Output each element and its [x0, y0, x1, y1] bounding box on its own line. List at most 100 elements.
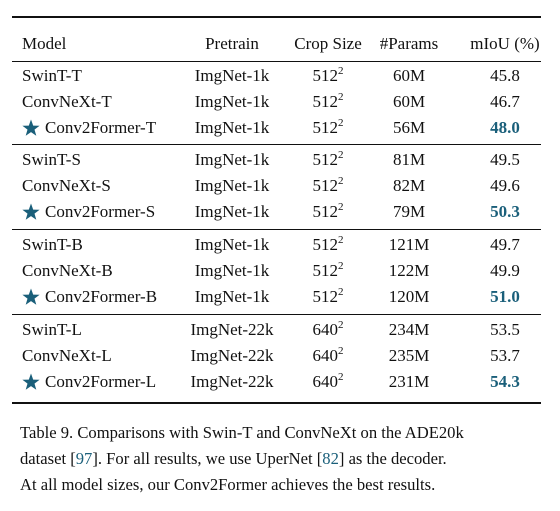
- crop-exponent: 2: [338, 234, 344, 246]
- crop-size: 6402: [313, 372, 344, 392]
- miou: 48.0: [490, 118, 520, 137]
- params: 56M: [392, 118, 426, 137]
- crop-base: 512: [312, 235, 339, 254]
- crop-base: 512: [312, 287, 339, 306]
- crop-exponent: 2: [338, 371, 344, 383]
- model-name: Conv2Former-B: [45, 287, 158, 306]
- crop-size: 5122: [313, 287, 344, 307]
- miou: 53.7: [490, 346, 520, 365]
- crop-base: 512: [312, 176, 339, 195]
- model-name: ConvNeXt-T: [22, 92, 112, 111]
- table-rule: [12, 229, 541, 230]
- pretrain: ImgNet-1k: [194, 202, 270, 221]
- caption-text: ] as the decoder.: [338, 449, 447, 468]
- params: 60M: [392, 66, 426, 85]
- model-name: SwinT-T: [22, 66, 82, 85]
- pretrain: ImgNet-1k: [194, 150, 270, 169]
- crop-exponent: 2: [338, 286, 344, 298]
- caption-text: At all model sizes, our Conv2Former achi…: [20, 475, 436, 494]
- crop-size: 6402: [313, 346, 344, 366]
- params: 82M: [392, 176, 426, 195]
- pretrain: ImgNet-1k: [194, 92, 270, 111]
- table-rule: [12, 314, 541, 315]
- column-header: Crop Size: [294, 34, 362, 53]
- crop-size: 6402: [313, 320, 344, 340]
- crop-size: 5122: [313, 202, 344, 222]
- crop-exponent: 2: [338, 260, 344, 272]
- model-name: SwinT-S: [22, 150, 81, 169]
- params: 231M: [388, 372, 430, 391]
- crop-exponent: 2: [338, 149, 344, 161]
- crop-size: 5122: [313, 235, 344, 255]
- model-name: SwinT-B: [22, 235, 83, 254]
- miou: 46.7: [490, 92, 520, 111]
- miou: 54.3: [490, 372, 520, 391]
- caption-line: dataset [97]. For all results, we use Up…: [20, 449, 447, 469]
- crop-exponent: 2: [338, 319, 344, 331]
- miou: 45.8: [490, 66, 520, 85]
- params: 122M: [388, 261, 430, 280]
- pretrain: ImgNet-1k: [194, 261, 270, 280]
- crop-size: 5122: [313, 150, 344, 170]
- column-header: #Params: [379, 34, 439, 53]
- citation: 97: [75, 449, 93, 468]
- params: 121M: [388, 235, 430, 254]
- table-rule: [12, 61, 541, 62]
- crop-size: 5122: [313, 92, 344, 112]
- miou: 49.5: [490, 150, 520, 169]
- params: 234M: [388, 320, 430, 339]
- pretrain: ImgNet-1k: [194, 118, 270, 137]
- caption-text: Table 9. Comparisons with Swin-T and Con…: [20, 423, 464, 442]
- model-name: Conv2Former-S: [45, 202, 156, 221]
- model-name: ConvNeXt-B: [22, 261, 113, 280]
- params: 60M: [392, 92, 426, 111]
- pretrain: ImgNet-1k: [194, 66, 270, 85]
- star-icon: [22, 373, 40, 390]
- crop-base: 512: [312, 261, 339, 280]
- crop-size: 5122: [313, 261, 344, 281]
- crop-size: 5122: [313, 176, 344, 196]
- model-name: SwinT-L: [22, 320, 82, 339]
- model-name: Conv2Former-T: [45, 118, 157, 137]
- crop-exponent: 2: [338, 201, 344, 213]
- params: 79M: [392, 202, 426, 221]
- miou: 51.0: [490, 287, 520, 306]
- caption-line: Table 9. Comparisons with Swin-T and Con…: [20, 423, 464, 443]
- miou: 53.5: [490, 320, 520, 339]
- model-name: ConvNeXt-S: [22, 176, 111, 195]
- pretrain: ImgNet-1k: [194, 235, 270, 254]
- star-icon: [22, 119, 40, 136]
- citation: 82: [322, 449, 339, 468]
- caption-line: At all model sizes, our Conv2Former achi…: [20, 475, 435, 495]
- caption-text: ]. For all results, we use UperNet [: [92, 449, 323, 468]
- crop-size: 5122: [313, 118, 344, 138]
- crop-size: 5122: [313, 66, 344, 86]
- crop-exponent: 2: [338, 117, 344, 129]
- miou: 50.3: [490, 202, 520, 221]
- crop-base: 640: [312, 320, 339, 339]
- table-rule: [12, 402, 541, 404]
- pretrain: ImgNet-22k: [190, 346, 274, 365]
- crop-base: 512: [312, 92, 339, 111]
- params: 81M: [392, 150, 426, 169]
- crop-exponent: 2: [338, 65, 344, 77]
- crop-base: 640: [312, 346, 339, 365]
- miou: 49.7: [490, 235, 520, 254]
- params: 120M: [388, 287, 430, 306]
- table-rule: [12, 16, 541, 18]
- crop-exponent: 2: [338, 175, 344, 187]
- table-rule: [12, 144, 541, 145]
- pretrain: ImgNet-1k: [194, 287, 270, 306]
- model-name: ConvNeXt-L: [22, 346, 112, 365]
- column-header: Pretrain: [205, 34, 259, 53]
- caption-text: dataset [: [20, 449, 76, 468]
- params: 235M: [388, 346, 430, 365]
- miou: 49.9: [490, 261, 520, 280]
- column-header: Model: [22, 34, 67, 53]
- crop-exponent: 2: [338, 345, 344, 357]
- star-icon: [22, 288, 40, 305]
- pretrain: ImgNet-1k: [194, 176, 270, 195]
- model-name: Conv2Former-L: [45, 372, 157, 391]
- crop-base: 512: [312, 118, 339, 137]
